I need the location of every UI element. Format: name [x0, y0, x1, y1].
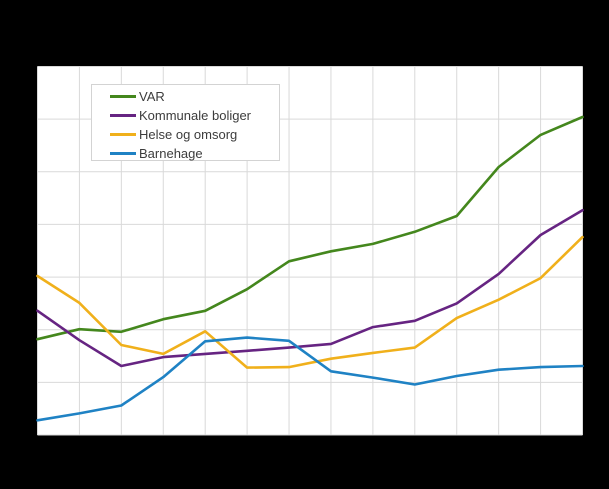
- legend: VAR Kommunale boliger Helse og omsorg Ba…: [91, 84, 280, 161]
- legend-item-kommunale-boliger[interactable]: Kommunale boliger: [92, 106, 279, 125]
- series-line-helse-og-omsorg: [36, 235, 584, 369]
- series-line-kommunale-boliger: [36, 208, 584, 368]
- legend-label-var: VAR: [139, 89, 165, 104]
- legend-label-helse-og-omsorg: Helse og omsorg: [139, 127, 238, 142]
- barnehage-line-swatch: [110, 152, 136, 155]
- series-line-var: [36, 115, 584, 341]
- legend-item-barnehage[interactable]: Barnehage: [92, 144, 279, 163]
- series-line-barnehage: [36, 336, 584, 422]
- kommunale-boliger-line-swatch: [110, 114, 136, 117]
- legend-label-kommunale-boliger: Kommunale boliger: [139, 108, 252, 123]
- legend-item-helse-og-omsorg[interactable]: Helse og omsorg: [92, 125, 279, 144]
- var-line-swatch: [110, 95, 136, 98]
- legend-item-var[interactable]: VAR: [92, 87, 279, 106]
- helse-og-omsorg-line-swatch: [110, 133, 136, 136]
- legend-label-barnehage: Barnehage: [139, 146, 203, 161]
